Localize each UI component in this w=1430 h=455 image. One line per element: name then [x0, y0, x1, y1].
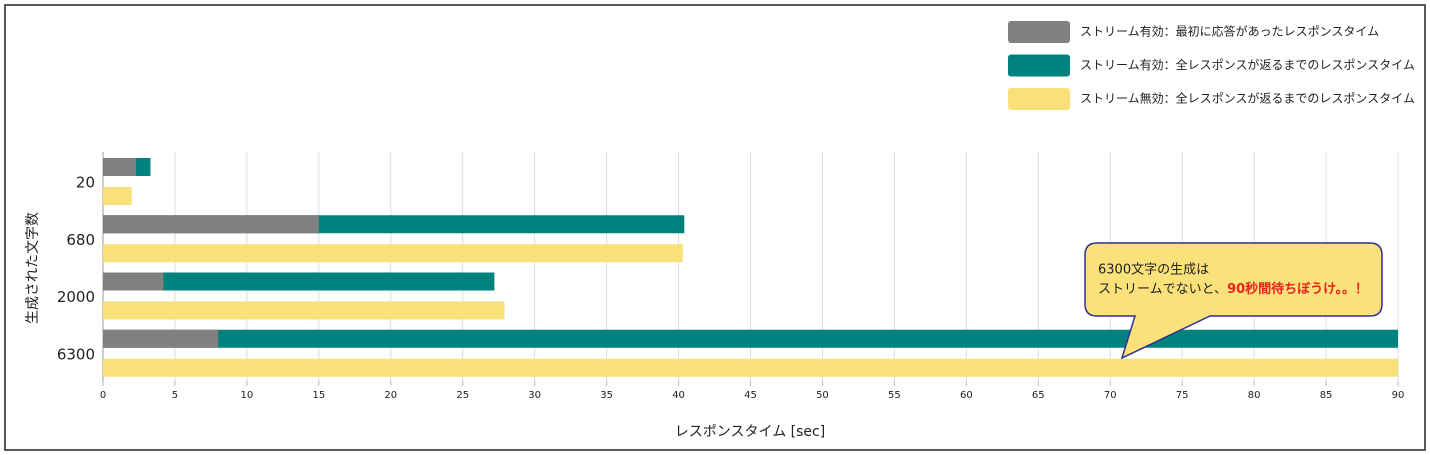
x-tick-label: 35	[600, 390, 613, 401]
x-tick-label: 30	[528, 390, 541, 401]
x-tick-label: 75	[1176, 390, 1189, 401]
x-tick-label: 25	[456, 390, 469, 401]
bar	[103, 329, 219, 348]
callout-text: 6300文字の生成は	[1098, 263, 1209, 278]
bar	[103, 272, 164, 291]
y-axis-title: 生成された文字数	[25, 212, 41, 324]
x-tick-label: 90	[1392, 390, 1405, 401]
x-tick-label: 65	[1032, 390, 1045, 401]
callout: 6300文字の生成は ストリームでないと、90秒間待ちぼうけ。。！	[1084, 242, 1383, 360]
bar	[103, 215, 319, 234]
legend-label: ストリーム有効：最初に応答があったレスポンスタイム	[1080, 24, 1379, 39]
x-tick-label: 85	[1320, 390, 1333, 401]
x-tick-label: 40	[672, 390, 685, 401]
x-tick-label: 10	[241, 390, 254, 401]
x-tick-label: 20	[384, 390, 397, 401]
x-tick-label: 70	[1104, 390, 1117, 401]
bar	[103, 329, 1398, 348]
legend-swatch	[1008, 54, 1070, 77]
bar	[103, 187, 132, 205]
callout-text: ストリームでないと、90秒間待ちぼうけ。。！	[1098, 281, 1368, 297]
legend-label: ストリーム有効：全レスポンスが返るまでのレスポンスタイム	[1080, 57, 1415, 72]
x-tick-label: 60	[960, 390, 973, 401]
legend-swatch	[1008, 21, 1070, 43]
y-tick-label: 20	[76, 174, 95, 192]
x-tick-label: 0	[100, 390, 106, 401]
callout-emphasis: 90秒間待ちぼうけ。。！	[1227, 281, 1368, 297]
bar	[103, 244, 683, 263]
y-tick-label: 680	[66, 231, 95, 249]
x-tick-label: 55	[888, 390, 901, 401]
x-tick-label: 45	[744, 390, 757, 401]
bar	[103, 158, 137, 176]
y-tick-label: 6300	[57, 345, 95, 363]
x-tick-label: 5	[172, 390, 178, 401]
x-tick-label: 50	[816, 390, 829, 401]
bar	[103, 301, 505, 320]
x-axis-title: レスポンスタイム [sec]	[675, 424, 825, 440]
bar	[103, 272, 495, 291]
legend-swatch	[1008, 88, 1070, 110]
bars: 20 680 2000 6300	[57, 158, 1398, 377]
callout-bubble	[1084, 242, 1383, 360]
legend-label: ストリーム無効：全レスポンスが返るまでのレスポンスタイム	[1080, 91, 1415, 106]
bar	[103, 358, 1398, 377]
callout-text: ストリームでないと、	[1098, 282, 1227, 297]
y-tick-label: 2000	[57, 288, 95, 306]
x-tick-label: 80	[1248, 390, 1261, 401]
x-tick-label: 15	[312, 390, 325, 401]
